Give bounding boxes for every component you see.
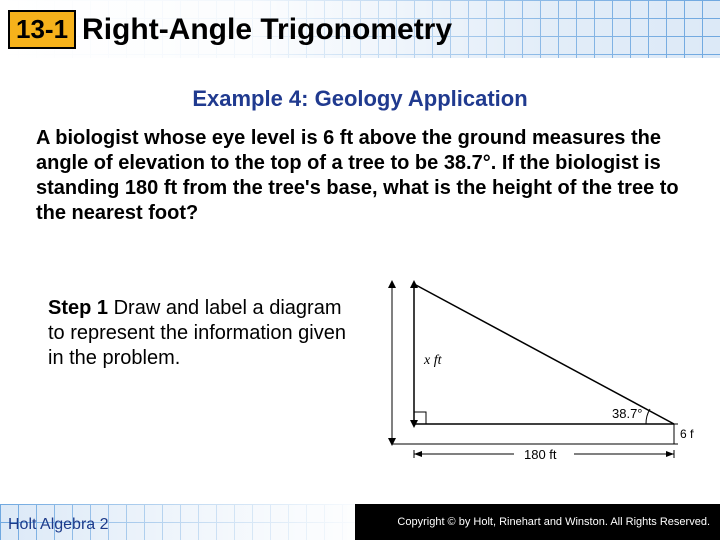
base-label: 180 ft [524, 447, 557, 462]
x-ft-label: x ft [423, 353, 443, 368]
lesson-number-badge: 13-1 [8, 10, 76, 49]
angle-label: 38.7° [612, 406, 643, 421]
footer: Copyright © by Holt, Rinehart and Winsto… [0, 504, 720, 540]
lesson-header: 13-1 Right-Angle Trigonometry [8, 10, 452, 49]
problem-statement: A biologist whose eye level is 6 ft abov… [36, 126, 680, 226]
step-label: Step 1 [48, 297, 108, 319]
book-title: Holt Algebra 2 [8, 516, 109, 534]
footer-copyright-bar: Copyright © by Holt, Rinehart and Winsto… [355, 504, 720, 540]
eye-level-label: 6 ft [680, 427, 694, 441]
example-heading: Example 4: Geology Application [0, 86, 720, 112]
triangle-diagram: x ft 38.7° 6 ft 180 ft [384, 278, 694, 468]
step-1-text: Step 1 Draw and label a diagram to repre… [48, 296, 348, 371]
lesson-title: Right-Angle Trigonometry [82, 13, 452, 47]
copyright-text: Copyright © by Holt, Rinehart and Winsto… [397, 516, 710, 528]
